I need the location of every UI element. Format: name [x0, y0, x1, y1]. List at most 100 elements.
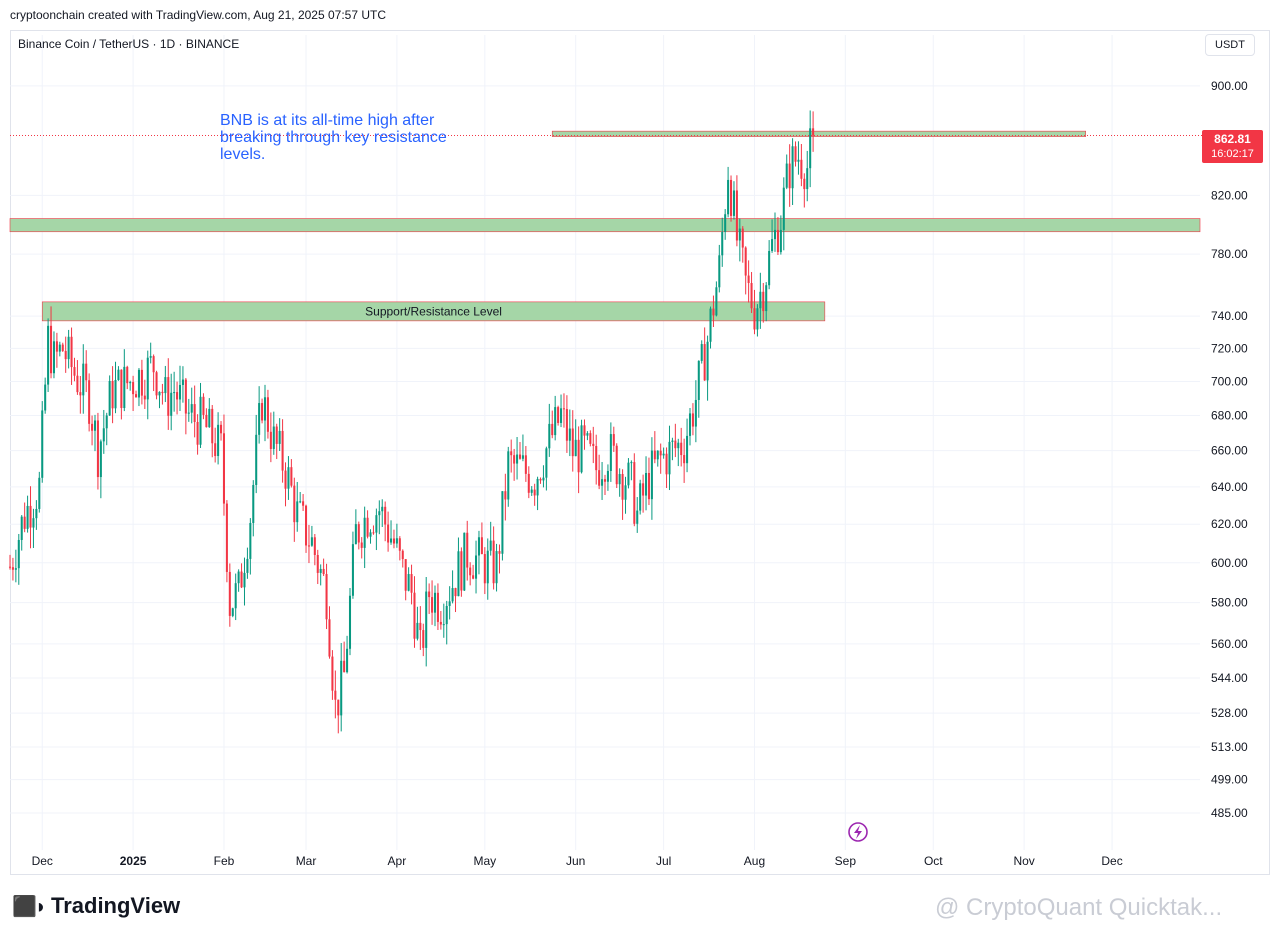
candle[interactable] — [404, 559, 407, 601]
candle[interactable] — [55, 332, 58, 368]
candle[interactable] — [466, 520, 469, 581]
candle[interactable] — [715, 281, 718, 317]
candle[interactable] — [750, 272, 753, 314]
candle[interactable] — [665, 447, 668, 488]
candle[interactable] — [683, 438, 686, 483]
candle[interactable] — [612, 426, 615, 452]
candle[interactable] — [222, 414, 225, 516]
candle[interactable] — [378, 500, 381, 535]
candle[interactable] — [369, 529, 372, 544]
candle[interactable] — [741, 226, 744, 263]
candle[interactable] — [530, 486, 533, 496]
candle[interactable] — [29, 486, 32, 549]
candle[interactable] — [319, 564, 322, 586]
candle[interactable] — [120, 369, 123, 420]
candle[interactable] — [650, 437, 653, 520]
candle[interactable] — [384, 501, 387, 542]
candle[interactable] — [346, 635, 349, 674]
candle[interactable] — [735, 175, 738, 247]
candle[interactable] — [539, 477, 542, 484]
candle[interactable] — [225, 500, 228, 583]
candle[interactable] — [501, 491, 504, 561]
candle[interactable] — [281, 419, 284, 483]
candle[interactable] — [220, 421, 223, 441]
candle[interactable] — [249, 518, 252, 575]
candle[interactable] — [730, 175, 733, 222]
candle[interactable] — [322, 558, 325, 577]
candle[interactable] — [240, 563, 243, 589]
candle[interactable] — [50, 306, 53, 379]
candle[interactable] — [606, 464, 609, 491]
candle[interactable] — [697, 360, 700, 418]
candle[interactable] — [261, 398, 264, 424]
candle[interactable] — [117, 366, 120, 381]
candle[interactable] — [718, 244, 721, 293]
candle[interactable] — [52, 331, 55, 379]
candle[interactable] — [691, 403, 694, 436]
candle[interactable] — [401, 549, 404, 568]
candle[interactable] — [372, 525, 375, 535]
candle[interactable] — [431, 580, 434, 625]
candle[interactable] — [809, 110, 812, 188]
candle[interactable] — [381, 499, 384, 528]
candle[interactable] — [486, 538, 489, 600]
candle[interactable] — [788, 144, 791, 207]
candle[interactable] — [433, 585, 437, 627]
candle[interactable] — [167, 358, 170, 430]
candle[interactable] — [609, 422, 612, 482]
candle[interactable] — [782, 177, 785, 251]
candle[interactable] — [504, 473, 507, 521]
candle[interactable] — [70, 327, 73, 385]
candle[interactable] — [143, 379, 146, 409]
candle[interactable] — [328, 606, 331, 659]
candle[interactable] — [214, 427, 217, 463]
candle[interactable] — [58, 341, 61, 357]
candle[interactable] — [360, 537, 363, 559]
candle[interactable] — [79, 375, 82, 414]
candle[interactable] — [196, 414, 199, 455]
candle[interactable] — [513, 448, 516, 481]
candle[interactable] — [565, 395, 568, 453]
candle[interactable] — [152, 354, 155, 392]
candle[interactable] — [618, 468, 621, 497]
candle[interactable] — [636, 497, 639, 533]
candle[interactable] — [428, 583, 431, 614]
candle[interactable] — [284, 462, 287, 507]
candle[interactable] — [785, 154, 788, 190]
candle[interactable] — [776, 217, 779, 256]
candle[interactable] — [580, 419, 583, 474]
candle[interactable] — [228, 563, 231, 627]
candle[interactable] — [639, 479, 642, 515]
candle[interactable] — [410, 564, 413, 605]
candle[interactable] — [439, 610, 442, 630]
candle[interactable] — [598, 454, 601, 490]
candle[interactable] — [577, 426, 580, 494]
candle[interactable] — [334, 670, 337, 719]
candle[interactable] — [76, 360, 79, 395]
candle[interactable] — [17, 533, 20, 585]
candle[interactable] — [521, 434, 524, 462]
candle[interactable] — [659, 443, 662, 474]
candle[interactable] — [299, 492, 302, 504]
candle[interactable] — [246, 547, 249, 579]
candle[interactable] — [779, 215, 782, 255]
candle[interactable] — [290, 459, 293, 488]
candle[interactable] — [463, 532, 466, 592]
candle[interactable] — [624, 476, 627, 514]
candle[interactable] — [287, 456, 290, 500]
candle[interactable] — [146, 350, 149, 420]
candle[interactable] — [768, 240, 771, 290]
candle[interactable] — [158, 391, 161, 409]
candle[interactable] — [32, 508, 35, 548]
candle[interactable] — [293, 477, 296, 542]
candle[interactable] — [340, 642, 343, 732]
candle[interactable] — [258, 386, 261, 444]
symbol-line[interactable]: Binance Coin / TetherUS · 1D · BINANCE — [18, 37, 240, 51]
candle[interactable] — [184, 377, 187, 435]
candle[interactable] — [797, 141, 800, 175]
candle[interactable] — [495, 543, 498, 592]
candle[interactable] — [686, 418, 689, 473]
candle[interactable] — [662, 447, 665, 459]
candle[interactable] — [395, 523, 398, 548]
candle[interactable] — [489, 521, 492, 556]
